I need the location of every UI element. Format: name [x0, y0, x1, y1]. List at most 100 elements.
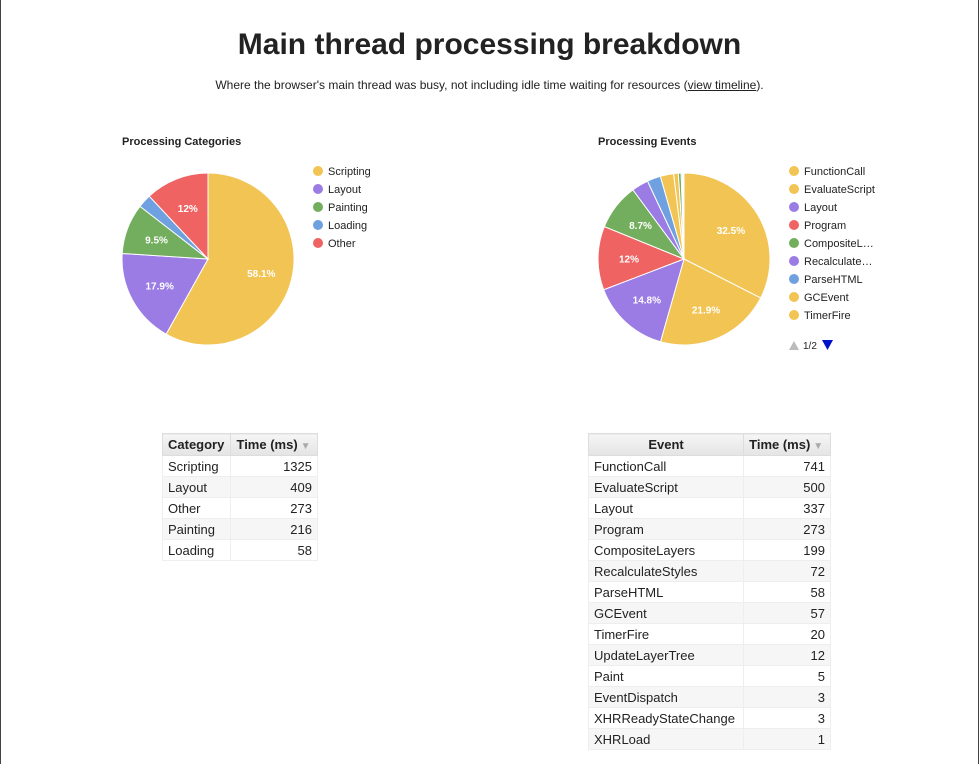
table-cell-name: XHRReadyStateChange: [587, 707, 745, 729]
events-pie-chart: 32.5% 21.9% 14.8% 12% 8.7% FunctionCall Evalua…: [597, 166, 875, 352]
table-cell-name: Loading: [161, 539, 232, 561]
table-cell-time: 273: [743, 518, 831, 540]
table-cell-name: Layout: [587, 497, 745, 519]
table-row[interactable]: Layout 337: [587, 497, 831, 519]
table-row[interactable]: Scripting 1325: [161, 455, 318, 477]
table-row[interactable]: Layout 409: [161, 476, 318, 498]
legend-label[interactable]: Layout: [804, 202, 837, 214]
table-cell-time: 500: [743, 476, 831, 498]
table-row[interactable]: EvaluateScript 500: [587, 476, 831, 498]
table-row[interactable]: Painting 216: [161, 518, 318, 540]
table-cell-name: Program: [587, 518, 745, 540]
event-column-header[interactable]: Event: [587, 433, 745, 456]
table-cell-time: 337: [743, 497, 831, 519]
legend-next-page-icon[interactable]: [822, 340, 833, 350]
legend-label[interactable]: TimerFire: [804, 310, 851, 322]
pie-slice-evaluatescript[interactable]: [659, 258, 762, 346]
events-table: Event Time (ms) ▼ FunctionCall 741 Evaluate…: [587, 433, 831, 750]
pie-label-scripting: 58.1%: [247, 269, 275, 280]
legend-label[interactable]: ParseHTML: [804, 274, 863, 286]
table-cell-name: FunctionCall: [587, 455, 745, 477]
table-row[interactable]: ParseHTML 58: [587, 581, 831, 603]
legend-marker: [313, 202, 323, 212]
legend-marker: [789, 238, 799, 248]
table-cell-time: 216: [230, 518, 318, 540]
events-chart-title: Processing Events: [598, 136, 697, 148]
time-column-header[interactable]: Time (ms) ▼: [230, 433, 318, 456]
table-row[interactable]: Program 273: [587, 518, 831, 540]
table-cell-name: RecalculateStyles: [587, 560, 745, 582]
table-row[interactable]: Other 273: [161, 497, 318, 519]
table-row[interactable]: Loading 58: [161, 539, 318, 561]
legend-marker: [313, 184, 323, 194]
legend-marker: [789, 184, 799, 194]
legend-label[interactable]: Scripting: [328, 166, 371, 178]
pie-label-compositelayers: 8.7%: [629, 221, 652, 232]
table-cell-name: TimerFire: [587, 623, 745, 645]
subtitle-text: Where the browser's main thread was busy…: [215, 78, 688, 92]
pie-slice-other[interactable]: [148, 172, 209, 261]
table-row[interactable]: UpdateLayerTree 12: [587, 644, 831, 666]
legend-marker: [789, 166, 799, 176]
pie-label-program: 12%: [619, 254, 639, 265]
legend-prev-page-icon[interactable]: [789, 341, 799, 350]
category-column-header[interactable]: Category: [161, 433, 232, 456]
table-row[interactable]: FunctionCall 741: [587, 455, 831, 477]
table-row[interactable]: CompositeLayers 199: [587, 539, 831, 561]
table-cell-name: Layout: [161, 476, 232, 498]
pie-slice-scripting[interactable]: [165, 172, 295, 346]
table-row[interactable]: Paint 5: [587, 665, 831, 687]
table-row[interactable]: XHRReadyStateChange 3: [587, 707, 831, 729]
legend-marker: [313, 238, 323, 248]
table-cell-name: XHRLoad: [587, 728, 745, 750]
pie-label-layout: 17.9%: [145, 281, 173, 292]
legend-label[interactable]: CompositeL…: [804, 238, 874, 250]
pie-slice-functioncall[interactable]: [683, 172, 771, 299]
pie-label-layout: 14.8%: [633, 296, 661, 307]
legend-marker: [313, 166, 323, 176]
table-cell-name: EvaluateScript: [587, 476, 745, 498]
legend-label[interactable]: Painting: [328, 202, 368, 214]
legend-label[interactable]: FunctionCall: [804, 166, 865, 178]
table-cell-name: ParseHTML: [587, 581, 745, 603]
legend-marker: [789, 256, 799, 266]
table-row[interactable]: GCEvent 57: [587, 602, 831, 624]
table-cell-time: 58: [743, 581, 831, 603]
table-cell-name: Painting: [161, 518, 232, 540]
legend-label[interactable]: Layout: [328, 184, 361, 196]
table-cell-name: EventDispatch: [587, 686, 745, 708]
legend-label[interactable]: GCEvent: [804, 292, 849, 304]
legend-label[interactable]: Program: [804, 220, 846, 232]
pie-label-functioncall: 32.5%: [717, 226, 745, 237]
legend-label[interactable]: Recalculate…: [804, 256, 872, 268]
table-cell-name: Other: [161, 497, 232, 519]
table-cell-time: 273: [230, 497, 318, 519]
legend-label[interactable]: EvaluateScript: [804, 184, 875, 196]
table-cell-time: 1: [743, 728, 831, 750]
page-title: Main thread processing breakdown: [237, 28, 742, 61]
table-row[interactable]: RecalculateStyles 72: [587, 560, 831, 582]
legend-page-indicator: 1/2: [803, 341, 817, 352]
time-column-header[interactable]: Time (ms) ▼: [743, 433, 831, 456]
table-cell-name: CompositeLayers: [587, 539, 745, 561]
table-row[interactable]: TimerFire 20: [587, 623, 831, 645]
legend-marker: [789, 274, 799, 284]
view-timeline-link[interactable]: view timeline: [687, 78, 757, 92]
table-cell-time: 57: [743, 602, 831, 624]
table-cell-time: 199: [743, 539, 831, 561]
pie-slice-program[interactable]: [597, 225, 686, 291]
categories-table: Category Time (ms) ▼ Scripting 1325 Layout 4…: [161, 433, 318, 561]
legend-marker: [313, 220, 323, 230]
table-cell-name: UpdateLayerTree: [587, 644, 745, 666]
legend-label[interactable]: Loading: [328, 220, 367, 232]
table-cell-time: 1325: [230, 455, 318, 477]
table-row[interactable]: EventDispatch 3: [587, 686, 831, 708]
legend-label[interactable]: Other: [328, 238, 356, 250]
categories-chart-title: Processing Categories: [122, 136, 242, 148]
table-cell-time: 3: [743, 686, 831, 708]
table-row[interactable]: XHRLoad 1: [587, 728, 831, 750]
pie-slice-layout[interactable]: [121, 252, 209, 335]
pie-slice-layout[interactable]: [603, 258, 685, 343]
subtitle-text-end: ).: [756, 78, 764, 92]
pie-label-painting: 9.5%: [145, 236, 168, 247]
